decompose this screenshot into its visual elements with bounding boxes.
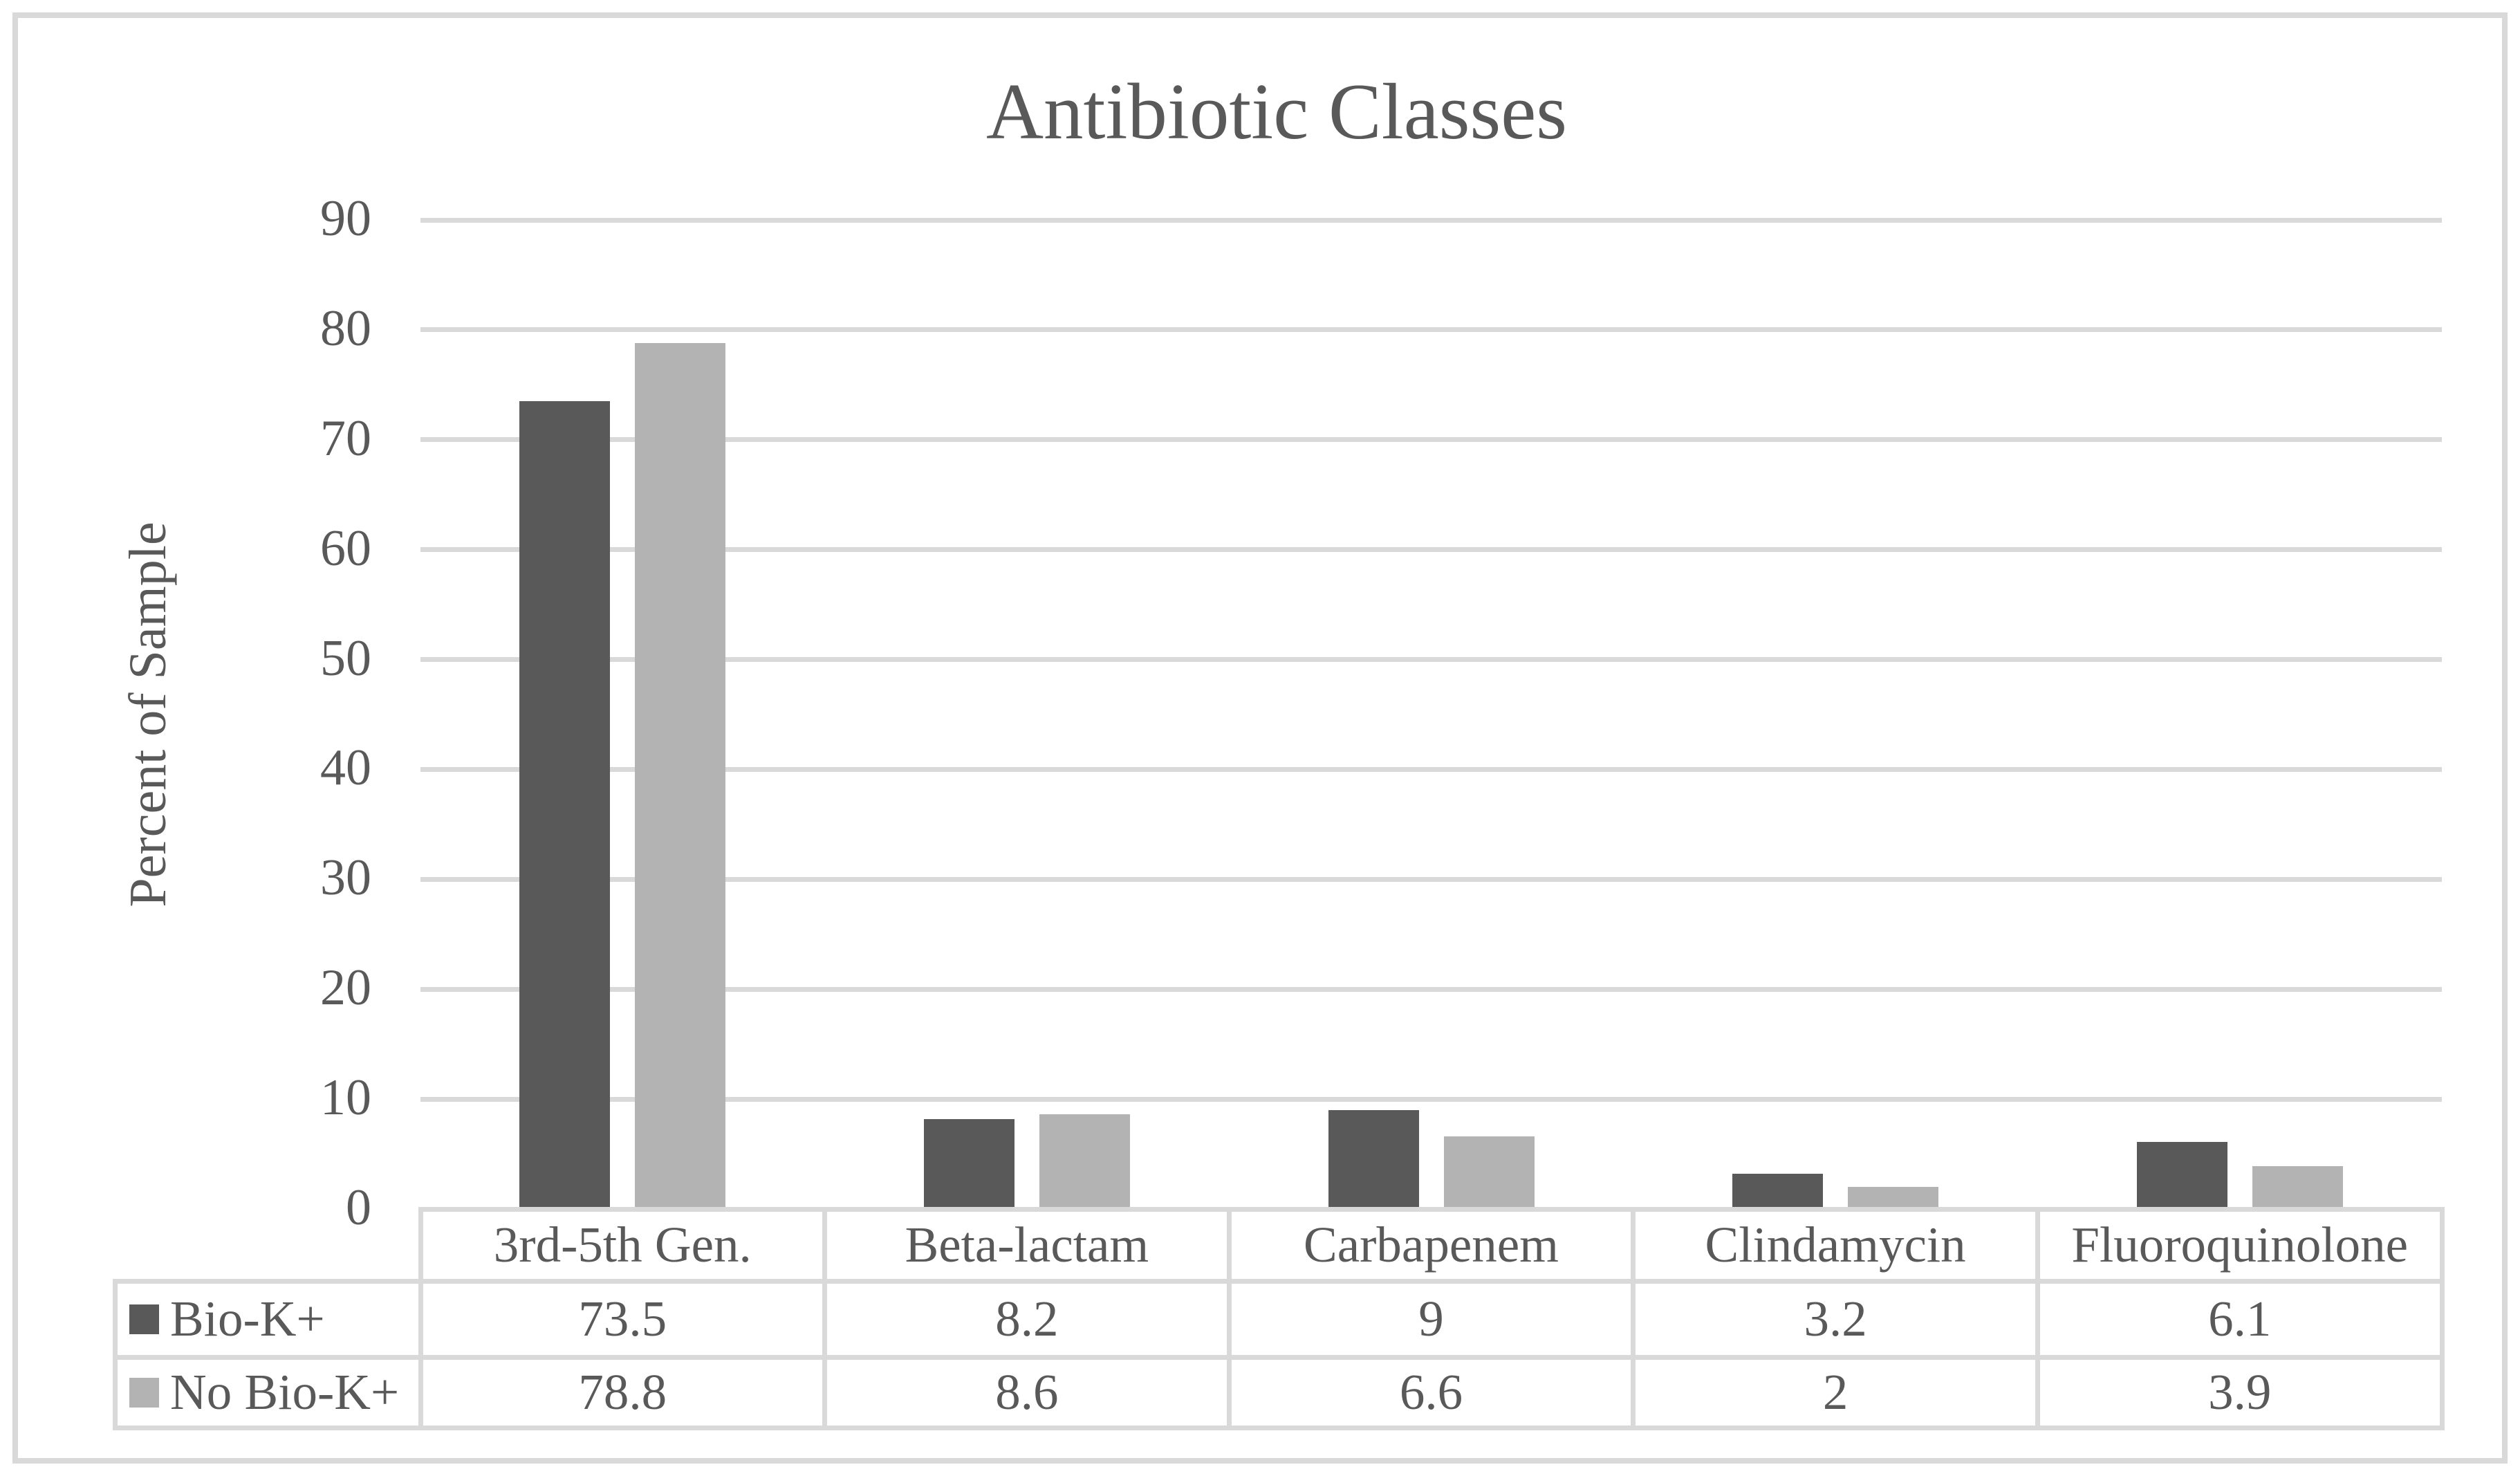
gridline [420, 657, 2442, 663]
y-tick-label: 70 [320, 409, 371, 467]
bar-no-bio-k--5 [2252, 1166, 2343, 1209]
table-border-vertical [2035, 1206, 2040, 1430]
value-cell: 6.1 [2208, 1291, 2272, 1347]
bar-bio-k--3 [1328, 1110, 1419, 1209]
bar-no-bio-k--3 [1443, 1136, 1535, 1209]
table-border-vertical [1631, 1206, 1636, 1430]
category-header-cell: Clindamycin [1705, 1217, 1966, 1273]
y-tick-label: 10 [320, 1069, 371, 1126]
legend-label: No Bio-K+ [170, 1364, 400, 1420]
table-border-vertical [1226, 1206, 1232, 1430]
y-tick-label: 0 [346, 1179, 371, 1236]
table-border-horizontal [112, 1278, 2445, 1284]
table-border-horizontal [112, 1354, 2445, 1360]
bar-no-bio-k--1 [635, 342, 726, 1209]
value-cell: 8.6 [995, 1364, 1059, 1420]
y-tick-label: 90 [320, 190, 371, 247]
y-tick-label: 20 [320, 959, 371, 1017]
gridline [420, 1096, 2442, 1102]
chart-title: Antibiotic Classes [985, 68, 1568, 156]
value-cell: 8.2 [995, 1291, 1059, 1347]
value-cell: 2 [1822, 1364, 1849, 1420]
legend-key-bio-k- [129, 1304, 159, 1334]
table-border-vertical [418, 1206, 423, 1430]
category-header-cell: Beta-lactam [905, 1217, 1149, 1273]
value-cell: 3.2 [1804, 1291, 1867, 1347]
legend-key-no-bio-k- [129, 1377, 159, 1408]
y-tick-label: 60 [320, 519, 371, 577]
table-border-vertical [822, 1206, 828, 1430]
bar-no-bio-k--2 [1039, 1114, 1130, 1209]
legend-label: Bio-K+ [170, 1291, 325, 1347]
bar-no-bio-k--4 [1848, 1187, 1939, 1209]
value-cell: 73.5 [578, 1291, 667, 1347]
legend-cell-bio-k-: Bio-K+ [115, 1281, 435, 1357]
y-tick-label: 50 [320, 629, 371, 687]
category-header-cell: Fluoroquinolone [2071, 1217, 2409, 1273]
y-tick-label: 40 [320, 739, 371, 797]
value-cell: 78.8 [578, 1364, 667, 1420]
gridline [420, 217, 2442, 223]
legend-cell-no-bio-k-: No Bio-K+ [115, 1357, 435, 1428]
table-border-horizontal [418, 1206, 2445, 1212]
category-header-cell: Carbapenem [1304, 1217, 1559, 1273]
value-cell: 3.9 [2208, 1364, 2272, 1420]
chart-outer-border [12, 12, 2508, 1464]
bar-bio-k--2 [923, 1118, 1015, 1209]
value-cell: 6.6 [1399, 1364, 1463, 1420]
table-border-vertical [112, 1278, 118, 1430]
table-border-horizontal [112, 1425, 2445, 1430]
gridline [420, 547, 2442, 553]
bar-bio-k--5 [2136, 1142, 2227, 1209]
bar-bio-k--4 [1732, 1174, 1824, 1209]
table-border-vertical [2439, 1206, 2445, 1430]
y-tick-label: 80 [320, 299, 371, 357]
gridline [420, 986, 2442, 992]
value-cell: 9 [1418, 1291, 1444, 1347]
gridline [420, 766, 2442, 772]
gridline [420, 437, 2442, 443]
y-tick-label: 30 [320, 849, 371, 907]
gridline [420, 876, 2442, 882]
y-axis-title: Percent of Sample [119, 522, 177, 907]
gridline [420, 327, 2442, 333]
bar-bio-k--1 [519, 401, 611, 1209]
category-header-cell: 3rd-5th Gen. [493, 1217, 752, 1273]
